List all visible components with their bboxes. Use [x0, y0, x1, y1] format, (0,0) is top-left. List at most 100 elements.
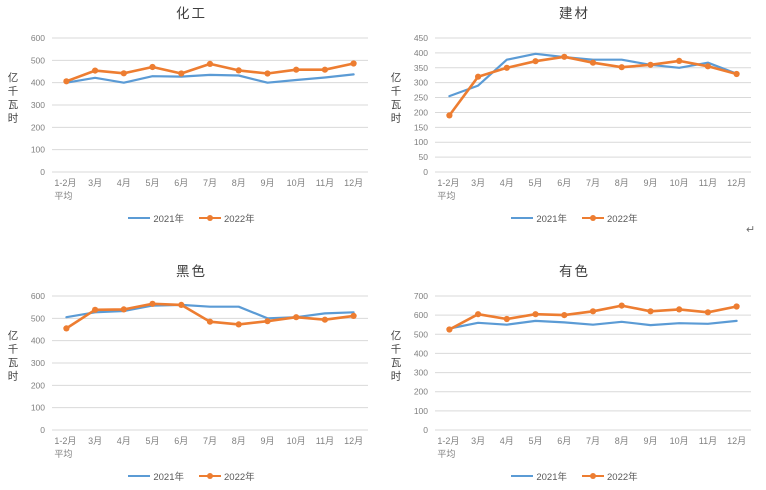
legend-swatch: [199, 214, 221, 221]
data-point-marker: [293, 314, 300, 321]
x-tick-label: 11月: [316, 178, 334, 188]
data-point-marker: [704, 309, 711, 316]
x-tick-label: 9月: [643, 436, 657, 446]
x-tick-label-line2: 平均: [54, 448, 72, 459]
data-point-marker: [63, 325, 70, 332]
data-point-marker: [350, 60, 357, 67]
y-tick-label: 350: [414, 63, 428, 73]
x-tick-label: 12月: [727, 436, 746, 446]
x-tick-label: 4月: [117, 436, 131, 446]
legend-swatch: [511, 216, 534, 220]
data-point-marker: [475, 311, 482, 318]
data-point-marker: [235, 67, 242, 74]
y-tick-label: 400: [414, 48, 428, 58]
data-point-marker: [503, 64, 510, 71]
data-point-marker: [475, 73, 482, 80]
legend-item-2022: 2022年: [199, 211, 255, 225]
x-tick-label: 6月: [557, 178, 571, 188]
y-tick-label: 0: [40, 425, 45, 435]
data-point-marker: [733, 70, 740, 78]
data-point-marker: [92, 306, 99, 313]
x-tick-label: 10月: [670, 178, 689, 188]
x-tick-label: 3月: [471, 436, 485, 446]
y-tick-label: 100: [31, 403, 45, 413]
y-tick-label: 500: [31, 55, 45, 65]
legend-swatch: [128, 474, 151, 478]
data-point-marker: [647, 308, 654, 315]
x-tick-label: 5月: [146, 436, 160, 446]
data-point-marker: [733, 303, 740, 310]
x-tick-label: 11月: [699, 436, 717, 446]
legend-item-2022: 2022年: [582, 469, 638, 483]
y-tick-label: 100: [414, 406, 428, 416]
data-point-marker: [618, 64, 625, 71]
data-point-marker: [532, 58, 539, 65]
data-point-marker: [293, 66, 300, 73]
x-tick-label: 3月: [88, 436, 102, 446]
x-tick-label: 1-2月: [437, 436, 459, 446]
data-point-marker: [120, 70, 127, 77]
legend-swatch: [199, 472, 221, 479]
x-tick-label: 10月: [287, 436, 306, 446]
y-tick-label: 400: [414, 348, 428, 358]
series-2021-line: [65, 303, 355, 320]
x-tick-label: 6月: [174, 436, 188, 446]
chart-title: 建材: [559, 6, 590, 21]
chart-card-ferrous-metals: 黑色 亿千瓦时 0 100 200 300 400 500 600 1-2月 平均 3月 4月 5月 6…: [0, 245, 383, 490]
data-point-marker: [676, 57, 683, 64]
data-point-marker: [92, 67, 99, 74]
x-tick-label: 8月: [615, 178, 629, 188]
legend-label: 2022年: [224, 472, 255, 483]
x-tick-label: 7月: [586, 436, 600, 446]
y-tick-label: 50: [419, 152, 429, 162]
paragraph-mark: ↵: [746, 224, 756, 236]
legend-item-2022: 2022年: [582, 211, 638, 225]
x-tick-label: 11月: [699, 178, 717, 188]
y-tick-label: 300: [31, 100, 45, 110]
data-point-marker: [206, 318, 214, 325]
x-tick-label-line2: 平均: [54, 190, 72, 201]
chart-card-nonferrous-metals: 有色 亿千瓦时 0 100 200 300 400 500 600 700 1-2月 平均 3月 4月…: [383, 245, 766, 490]
x-tick-label: 4月: [500, 436, 514, 446]
legend-label: 2022年: [607, 472, 638, 483]
x-tick-label: 9月: [260, 436, 274, 446]
y-axis-title: 亿千瓦时: [6, 72, 19, 126]
data-point-marker: [206, 60, 214, 67]
x-tick-label: 8月: [232, 178, 246, 188]
y-tick-label: 250: [414, 93, 428, 103]
x-tick-label: 6月: [174, 178, 188, 188]
data-point-marker: [532, 311, 539, 318]
x-tick-label-line2: 平均: [437, 448, 455, 459]
data-point-marker: [149, 300, 156, 307]
x-tick-label: 7月: [586, 178, 600, 188]
x-tick-label: 6月: [557, 436, 571, 446]
chart-card-chemicals: 化工 亿千瓦时 0 100 200 300 400 500 600 1-2月 平均 3月 4月 5月 6…: [0, 0, 383, 245]
legend: 2021年 2022年: [0, 211, 383, 225]
series-2021-line: [65, 73, 355, 84]
chart-card-building-materials: 建材 亿千瓦时 0 50 100 150 200 250 300 350 400 450 1-2月平…: [383, 0, 766, 245]
legend: 2021年 2022年: [0, 469, 383, 483]
y-tick-label: 200: [414, 387, 428, 397]
legend-item-2021: 2021年: [511, 469, 567, 483]
x-tick-label: 3月: [471, 178, 485, 188]
data-point-marker: [63, 78, 70, 85]
data-point-marker: [321, 316, 328, 323]
x-tick-label: 4月: [500, 178, 514, 188]
x-tick-label: 1-2月: [437, 178, 459, 188]
legend-item-2021: 2021年: [128, 211, 184, 225]
legend-item-2021: 2021年: [511, 211, 567, 225]
y-tick-label: 300: [31, 358, 45, 368]
y-tick-label: 200: [31, 122, 45, 132]
x-tick-label: 4月: [117, 178, 131, 188]
y-axis-title: 亿千瓦时: [389, 330, 402, 384]
data-point-marker: [178, 70, 185, 77]
y-tick-label: 500: [414, 329, 428, 339]
legend-label: 2021年: [153, 214, 184, 225]
y-tick-label: 600: [31, 291, 45, 301]
x-tick-label: 7月: [203, 436, 217, 446]
y-tick-label: 600: [414, 310, 428, 320]
